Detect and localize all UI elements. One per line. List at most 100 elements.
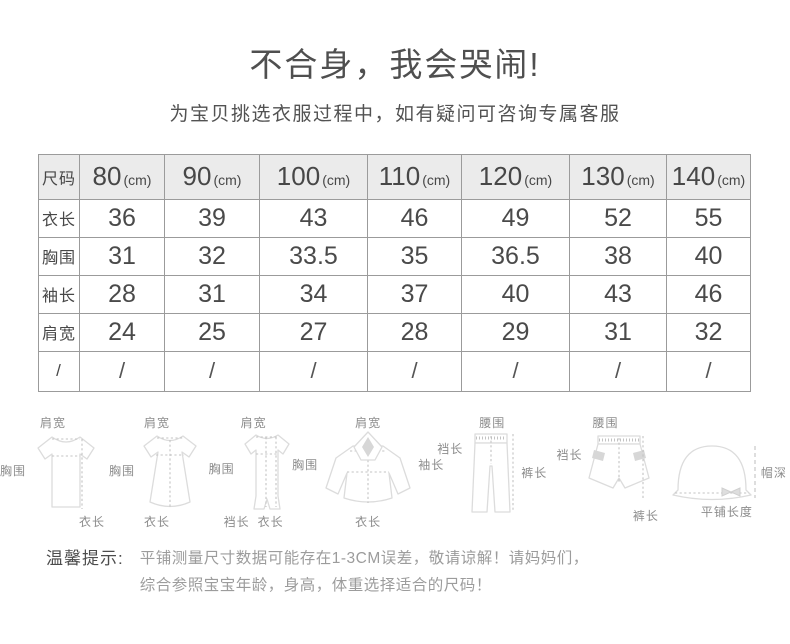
pants-length-label: 裤长 — [521, 465, 548, 480]
notice-label: 温馨提示: — [46, 548, 124, 568]
shorts-crotch-label: 裆长 — [556, 447, 583, 462]
hat-figure — [672, 445, 756, 501]
jacket-shoulder-label: 肩宽 — [355, 415, 382, 430]
diagram-tshirt: 肩宽 胸围 衣长 — [0, 416, 106, 529]
measurement-cell: 24 — [79, 312, 165, 352]
measurement-cell: 43 — [569, 274, 667, 314]
diagram-jacket: 肩宽 胸围 袖长 衣长 — [292, 415, 443, 529]
notice-line-2: 综合参照宝宝年龄，身高，体重选择适合的尺码！ — [139, 576, 492, 594]
measurement-cell: / — [164, 350, 260, 392]
pants-waist-label: 腰围 — [479, 415, 506, 430]
measurement-row: 胸围 31 32 33.5 35 36.5 38 40 — [38, 236, 751, 276]
measurement-cell: / — [461, 350, 570, 392]
measurement-diagrams: 肩宽 胸围 衣长 肩宽 胸围 — [0, 416, 790, 529]
measurement-cell: 39 — [164, 198, 260, 238]
notice-text: 平铺测量尺寸数据可能存在1-3CM误差，敬请谅解！请妈妈们， 综合参照宝宝年龄，… — [140, 545, 589, 599]
measurement-cell: 40 — [666, 236, 751, 276]
measurement-row: 衣长 36 39 43 46 49 52 55 — [38, 198, 751, 238]
tshirt-shoulder-label: 肩宽 — [39, 415, 66, 430]
page-subtitle: 为宝贝挑选衣服过程中，如有疑问可咨询专属客服 — [169, 103, 621, 125]
row-label: 衣长 — [38, 198, 80, 238]
measurement-cell: 32 — [666, 312, 751, 352]
measurement-cell: / — [79, 350, 165, 392]
tshirt-length-label: 衣长 — [78, 514, 105, 529]
pants-figure — [471, 433, 514, 513]
notice: 温馨提示: 平铺测量尺寸数据可能存在1-3CM误差，敬请谅解！请妈妈们， 综合参… — [46, 545, 790, 599]
measurement-row: 肩宽 24 25 27 28 29 31 32 — [38, 312, 751, 352]
measurement-cell: / — [666, 350, 751, 392]
hat-flat-length-label: 平铺长度 — [700, 504, 753, 519]
measurement-cell: 28 — [367, 312, 462, 352]
romper-crotch-label: 裆长 — [223, 514, 250, 529]
romper-chest-label: 胸围 — [208, 461, 235, 476]
measurement-cell: / — [367, 350, 462, 392]
measurement-cell: 55 — [666, 198, 751, 238]
pants-crotch-label: 裆长 — [437, 441, 464, 456]
row-label: / — [38, 350, 80, 392]
size-column-header: 90 (cm) — [164, 153, 260, 200]
jacket-figure — [325, 431, 411, 503]
row-label: 袖长 — [38, 274, 80, 314]
measurement-cell: 31 — [164, 274, 260, 314]
measurement-cell: 46 — [367, 198, 462, 238]
jacket-length-label: 衣长 — [355, 514, 382, 529]
measurement-cell: 43 — [259, 198, 368, 238]
notice-line-1: 平铺测量尺寸数据可能存在1-3CM误差，敬请谅解！请妈妈们， — [139, 549, 589, 567]
jacket-sleeve-label: 袖长 — [418, 457, 445, 472]
measurement-cell: 34 — [259, 274, 368, 314]
measurement-cell: / — [259, 350, 368, 392]
dress-shoulder-label: 肩宽 — [143, 415, 170, 430]
page-title: 不合身，我会哭闹! — [249, 46, 541, 83]
dress-figure — [143, 435, 197, 508]
measurement-cell: 29 — [461, 312, 570, 352]
tshirt-chest-label: 胸围 — [0, 463, 27, 478]
size-header-row: 尺码 80 (cm) 90 (cm) 100 (cm) 110 (cm) 120 (cm) 130 (c… — [38, 153, 751, 200]
measurement-cell: 52 — [569, 198, 667, 238]
size-column-header: 130 (cm) — [569, 153, 667, 200]
measurement-cell: 25 — [164, 312, 260, 352]
jacket-chest-label: 胸围 — [292, 457, 319, 472]
measurement-row: 袖长 28 31 34 37 40 43 46 — [38, 274, 751, 314]
measurement-cell: 36.5 — [461, 236, 570, 276]
diagram-hat: · 帽深 平铺长度 — [664, 416, 790, 519]
measurement-cell: 28 — [79, 274, 165, 314]
measurement-cell: 38 — [569, 236, 667, 276]
measurement-cell: 35 — [367, 236, 462, 276]
measurement-cell: 37 — [367, 274, 462, 314]
shorts-figure — [587, 435, 650, 500]
measurement-cell: 46 — [666, 274, 751, 314]
row-label: 肩宽 — [38, 312, 80, 352]
row-label: 胸围 — [38, 236, 80, 276]
diagram-pants: 腰围 裆长 裤长 — [437, 416, 547, 516]
romper-length-label: 衣长 — [257, 514, 284, 529]
diagram-shorts: 腰围 裆长 裤长 — [551, 416, 660, 523]
diagram-romper: 肩宽 胸围 裆长 衣长 — [208, 416, 299, 529]
diagram-dress: 肩宽 胸围 衣长 — [109, 415, 204, 529]
shorts-waist-label: 腰围 — [592, 415, 619, 430]
size-table: 尺码 80 (cm) 90 (cm) 100 (cm) 110 (cm) 120 (cm) 130 (c… — [38, 153, 751, 392]
romper-figure — [243, 434, 290, 510]
measurement-cell: 49 — [461, 198, 570, 238]
hat-depth-label: 帽深 — [760, 465, 787, 480]
measurement-cell: 33.5 — [259, 236, 368, 276]
measurement-cell: 36 — [79, 198, 165, 238]
dress-length-label: 衣长 — [143, 514, 170, 529]
romper-shoulder-label: 肩宽 — [240, 415, 267, 430]
dress-chest-label: 胸围 — [109, 463, 136, 478]
size-column-header: 120 (cm) — [461, 153, 570, 200]
measurement-cell: / — [569, 350, 667, 392]
size-column-header: 100 (cm) — [259, 153, 368, 200]
size-table-corner: 尺码 — [38, 153, 80, 200]
size-column-header: 80 (cm) — [79, 153, 165, 200]
shorts-length-label: 裤长 — [632, 508, 659, 523]
measurement-cell: 31 — [569, 312, 667, 352]
measurement-cell: 40 — [461, 274, 570, 314]
measurement-row: / / / / / / / / — [38, 350, 751, 392]
size-column-header: 110 (cm) — [367, 153, 462, 200]
measurement-cell: 27 — [259, 312, 368, 352]
tshirt-figure — [37, 436, 95, 509]
measurement-cell: 31 — [79, 236, 165, 276]
measurement-cell: 32 — [164, 236, 260, 276]
size-column-header: 140 (cm) — [666, 153, 751, 200]
